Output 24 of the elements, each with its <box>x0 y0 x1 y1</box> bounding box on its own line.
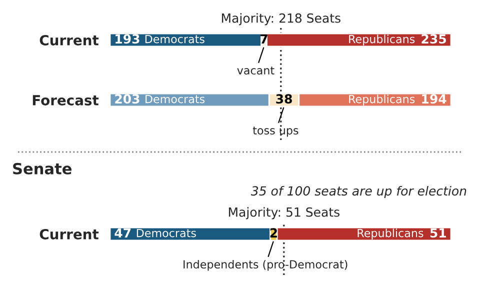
y-tick-label: Current <box>40 228 99 240</box>
y-tick-label: Forecast <box>32 95 99 106</box>
annotation: toss ups <box>252 126 298 137</box>
text: Republicans <box>349 94 415 106</box>
text: Democrats <box>146 94 205 104</box>
data-label: 193 <box>116 34 140 44</box>
data-label: 47 <box>114 228 131 238</box>
chart-title: Senate <box>13 162 72 174</box>
data-label: 38 <box>276 94 292 104</box>
series-label: Democrats <box>136 228 196 238</box>
annotation: Independents (pro-Democrat) <box>184 260 348 271</box>
series-label: Democrats <box>145 34 204 44</box>
data-label: 203 <box>115 94 140 104</box>
series-label: Republicans <box>349 34 415 46</box>
series-label: Republicans <box>358 228 424 240</box>
data-label: 51 <box>430 228 446 238</box>
data-label: 194 <box>422 94 446 104</box>
chart-subtitle: 35 of 100 seats are up for election <box>250 186 466 198</box>
annotation: vacant <box>237 66 274 75</box>
ref-line-label: Majority: 51 Seats <box>228 207 340 220</box>
data-label: 7 <box>260 34 268 44</box>
ref-line-label: Majority: 218 Seats <box>222 13 340 26</box>
data-label: 235 <box>422 34 446 44</box>
y-tick-label: Current <box>40 34 99 46</box>
